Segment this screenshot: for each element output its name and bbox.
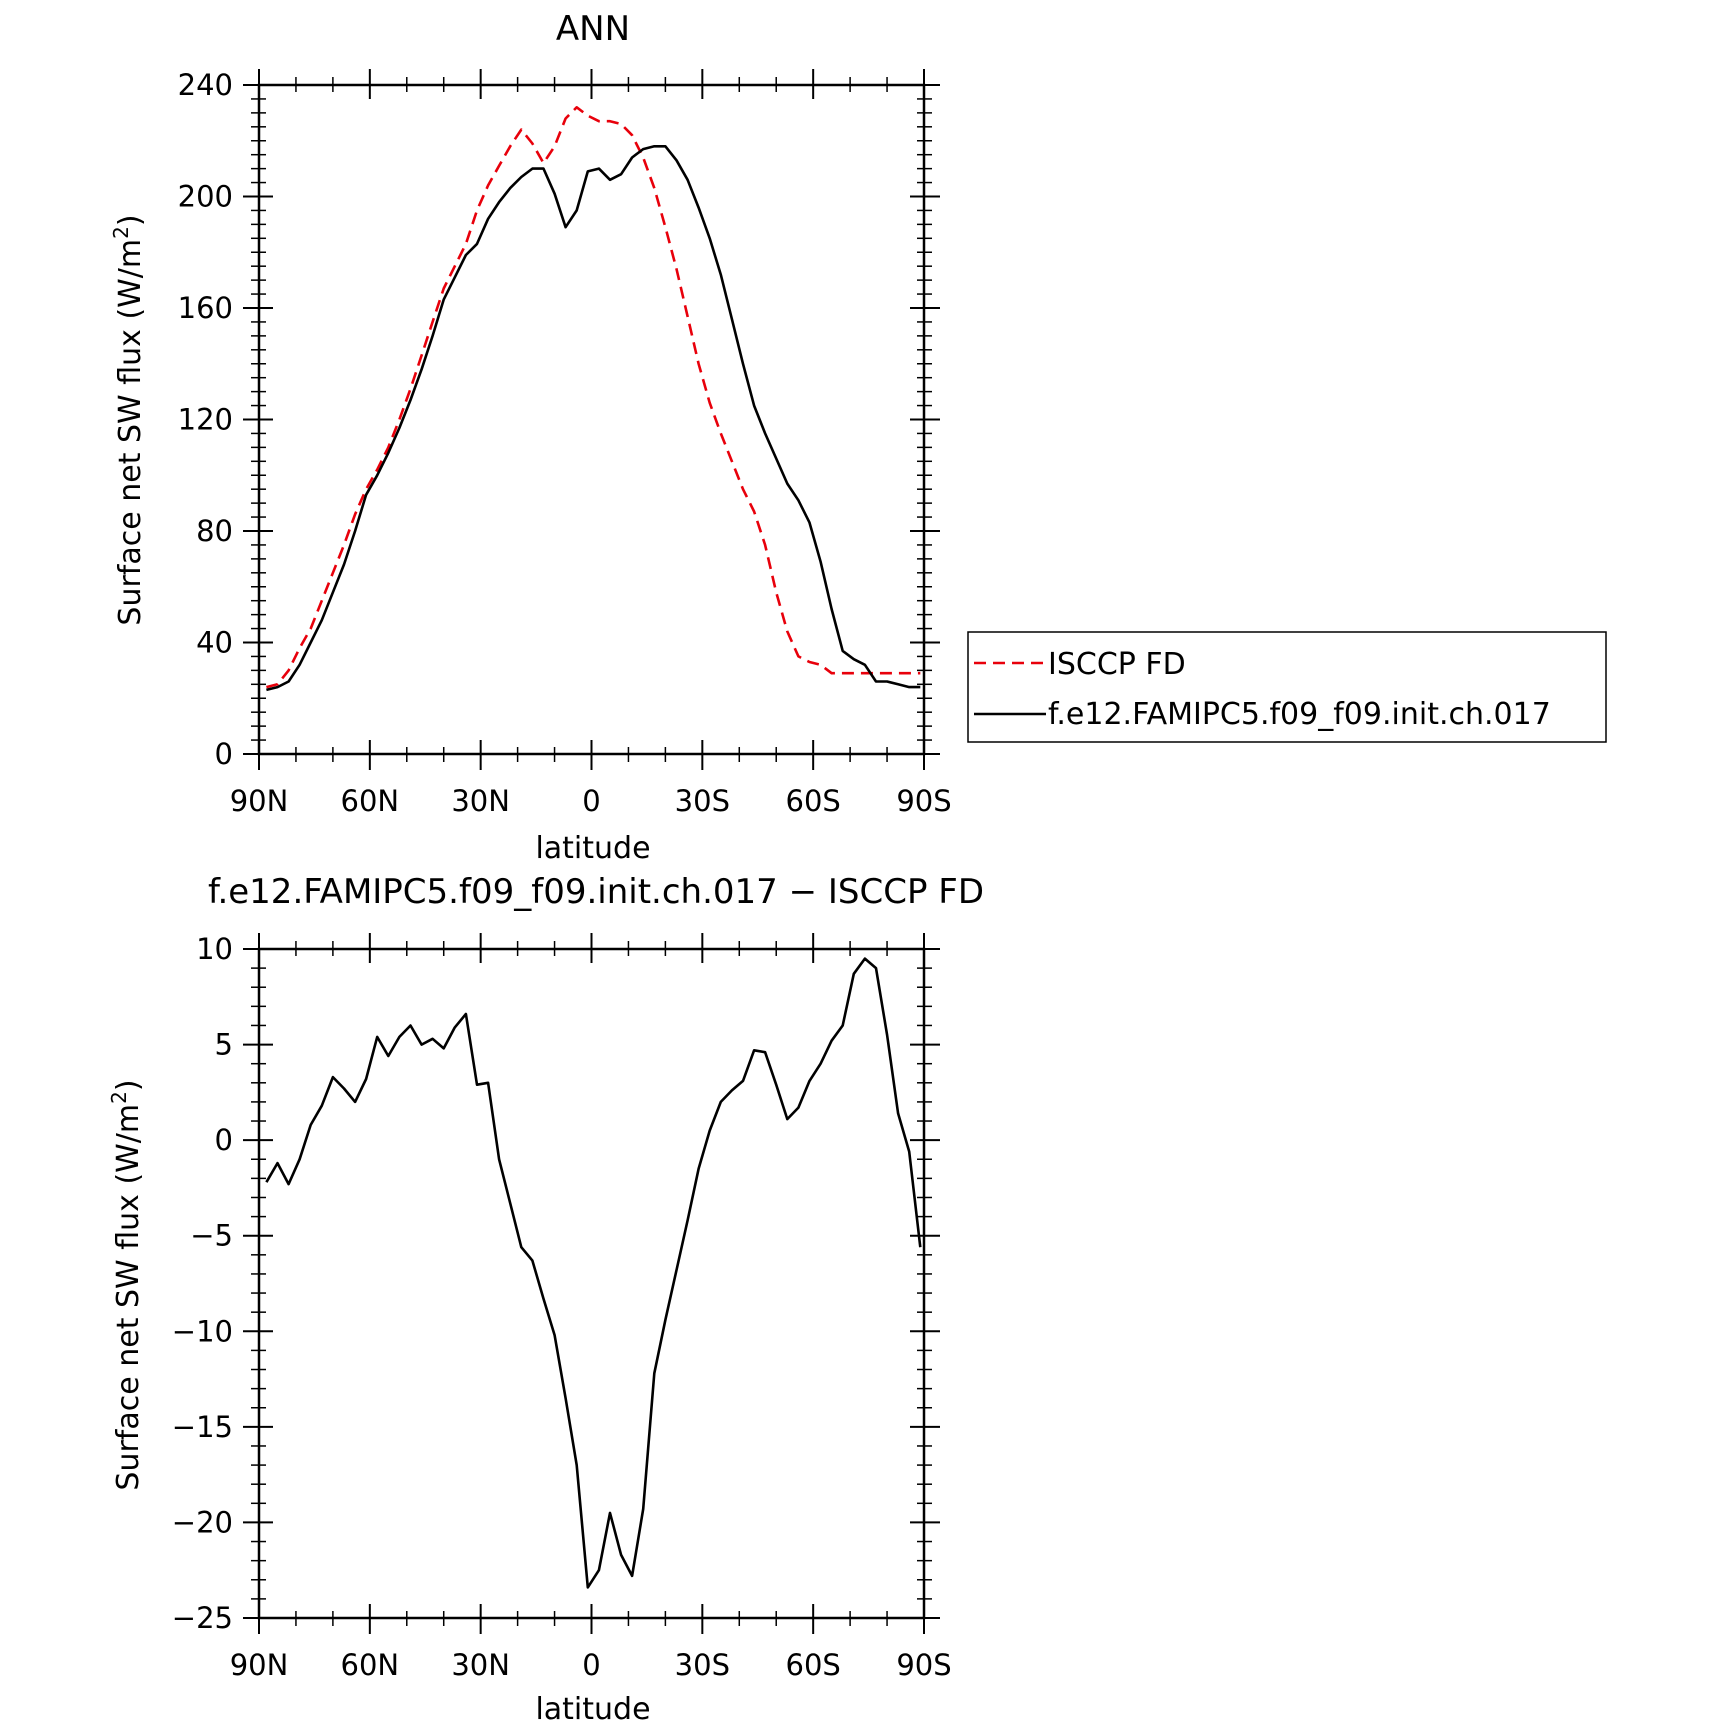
- top-y-axis-label: Surface net SW flux (W/m2): [109, 214, 148, 625]
- top-xtick-labels: 90N 60N 30N 0 30S 60S 90S: [230, 784, 952, 818]
- bottom-y-axis-label-sup: 2: [107, 1091, 131, 1104]
- bottom-plot-frame: [257, 947, 926, 1620]
- y-tick-label: −15: [172, 1410, 233, 1444]
- top-series-line-1: [266, 145, 921, 692]
- legend-box: [967, 631, 1607, 743]
- legend-label-isccp: ISCCP FD: [1048, 647, 1186, 682]
- top-x-axis-label: latitude: [535, 831, 650, 866]
- y-tick-label: 0: [215, 1123, 233, 1157]
- y-tick-label: 160: [178, 291, 233, 325]
- y-tick-label: 40: [196, 626, 233, 660]
- top-y-axis-label-main: Surface net SW flux (W/m: [113, 239, 148, 626]
- y-tick-label: 5: [215, 1028, 233, 1062]
- top-plot-frame: [257, 83, 926, 756]
- y-tick-label: 10: [196, 932, 233, 966]
- top-series: [266, 106, 921, 692]
- x-tick-label: 60S: [786, 1648, 841, 1682]
- x-tick-label: 90S: [896, 1648, 951, 1682]
- bottom-y-axis-label-close: ): [111, 1079, 146, 1091]
- top-ytick-labels: 0 40 80 120 160 200 240: [178, 68, 233, 771]
- y-tick-label: −5: [190, 1219, 233, 1253]
- legend-label-model: f.e12.FAMIPC5.f09_f09.init.ch.017: [1048, 697, 1551, 732]
- y-tick-label: −10: [172, 1314, 233, 1348]
- x-tick-label: 0: [582, 784, 600, 818]
- x-tick-label: 30S: [675, 784, 730, 818]
- y-tick-label: −20: [172, 1505, 233, 1539]
- bottom-series: [265, 957, 922, 1589]
- x-tick-label: 60N: [341, 784, 400, 818]
- x-tick-label: 30S: [675, 1648, 730, 1682]
- x-tick-label: 60N: [341, 1648, 400, 1682]
- y-tick-label: 200: [178, 180, 233, 214]
- top-chart-title: ANN: [556, 9, 630, 49]
- bottom-x-axis-label: latitude: [535, 1692, 650, 1723]
- y-tick-label: 240: [178, 68, 233, 102]
- bottom-y-axis-label: Surface net SW flux (W/m2): [107, 1079, 146, 1490]
- x-tick-label: 30N: [451, 784, 510, 818]
- x-tick-label: 0: [582, 1648, 600, 1682]
- bottom-xtick-labels: 90N 60N 30N 0 30S 60S 90S: [230, 1648, 952, 1682]
- bottom-y-axis-label-main: Surface net SW flux (W/m: [111, 1104, 146, 1491]
- bottom-ytick-labels: −25 −20 −15 −10 −5 0 5 10: [172, 932, 233, 1635]
- x-tick-label: 90S: [896, 784, 951, 818]
- bottom-panel: f.e12.FAMIPC5.f09_f09.init.ch.017 − ISCC…: [107, 872, 984, 1723]
- y-tick-label: 120: [178, 403, 233, 437]
- bottom-ticks: [243, 933, 940, 1634]
- y-tick-label: 80: [196, 514, 233, 548]
- bottom-series-line-0: [265, 957, 922, 1589]
- bottom-chart-title: f.e12.FAMIPC5.f09_f09.init.ch.017 − ISCC…: [208, 872, 984, 912]
- x-tick-label: 90N: [230, 784, 289, 818]
- top-series-line-0: [266, 106, 921, 689]
- x-tick-label: 90N: [230, 1648, 289, 1682]
- top-y-axis-label-sup: 2: [109, 226, 133, 239]
- legend: ISCCP FD f.e12.FAMIPC5.f09_f09.init.ch.0…: [967, 631, 1607, 743]
- y-tick-label: −25: [172, 1601, 233, 1635]
- top-ticks: [243, 69, 940, 770]
- x-tick-label: 60S: [786, 784, 841, 818]
- y-tick-label: 0: [215, 737, 233, 771]
- top-y-axis-label-close: ): [113, 214, 148, 226]
- x-tick-label: 30N: [451, 1648, 510, 1682]
